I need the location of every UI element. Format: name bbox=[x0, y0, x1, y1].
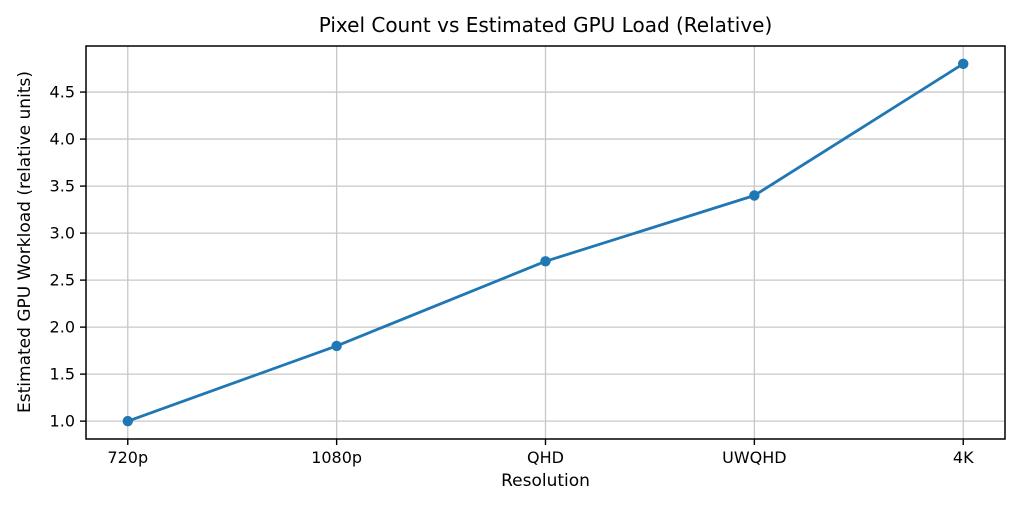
data-point bbox=[331, 340, 342, 352]
data-point bbox=[540, 256, 551, 267]
y-tick-label: 2.0 bbox=[50, 318, 75, 337]
x-tick-label: UWQHD bbox=[722, 448, 786, 467]
chart-title: Pixel Count vs Estimated GPU Load (Relat… bbox=[318, 13, 773, 37]
x-tick-label: 1080p bbox=[311, 448, 362, 467]
data-point bbox=[749, 190, 760, 201]
y-axis-label: Estimated GPU Workload (relative units) bbox=[15, 71, 35, 413]
data-point bbox=[958, 58, 969, 70]
x-tick-label: QHD bbox=[527, 448, 564, 467]
y-tick-label: 2.5 bbox=[50, 271, 75, 290]
y-tick-label: 3.5 bbox=[50, 177, 75, 196]
x-axis-label: Resolution bbox=[501, 471, 590, 491]
y-tick-label: 1.5 bbox=[50, 365, 75, 384]
y-tick-label: 1.0 bbox=[50, 412, 75, 431]
y-tick-label: 4.5 bbox=[50, 83, 75, 102]
y-tick-label: 3.0 bbox=[50, 224, 75, 243]
x-tick-label: 4K bbox=[953, 448, 974, 467]
data-point bbox=[122, 415, 133, 427]
y-tick-label: 4.0 bbox=[50, 130, 75, 149]
x-tick-label: 720p bbox=[107, 448, 148, 467]
